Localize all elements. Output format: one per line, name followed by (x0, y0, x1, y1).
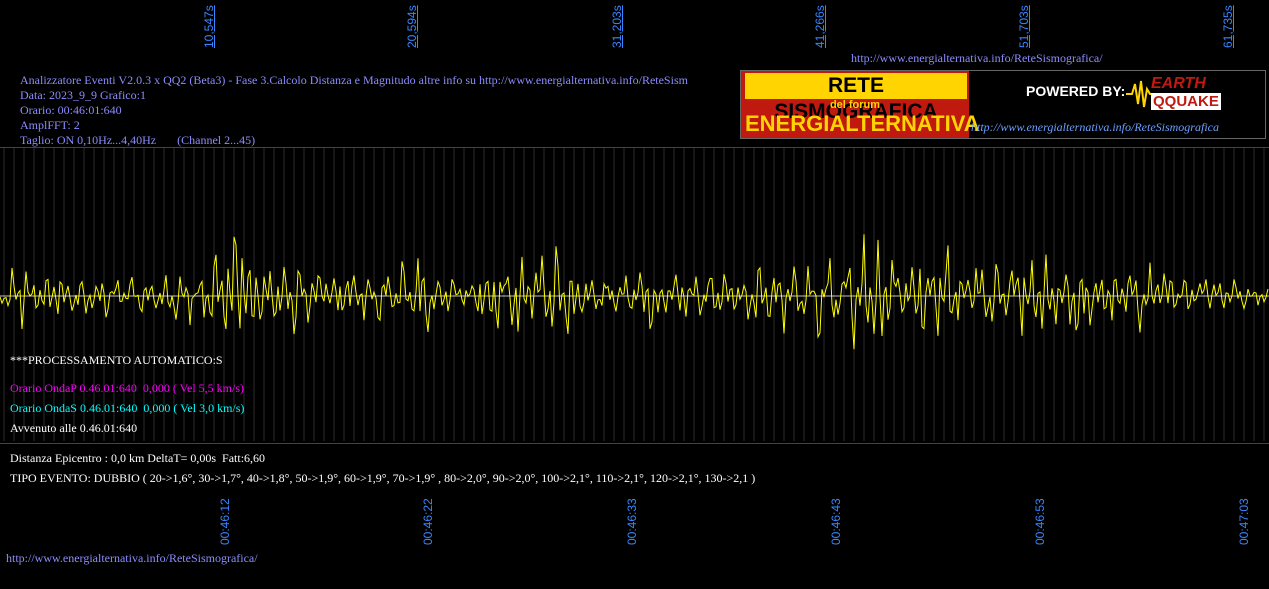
info-ampl-fft: AmplFFT: 2 (20, 118, 80, 132)
top-url[interactable]: http://www.energialternativa.info/ReteSi… (851, 51, 1103, 65)
plot-frame (0, 147, 1269, 444)
logo-powered-by: POWERED BY: (1026, 83, 1126, 99)
info-date: Data: 2023_9_9 Grafico:1 (20, 88, 146, 102)
info-block: Analizzatore Eventi V2.0.3 x QQ2 (Beta3)… (20, 73, 740, 148)
bottom-axis-tick: 00:46:43 (829, 498, 843, 545)
info-title: Analizzatore Eventi V2.0.3 x QQ2 (Beta3)… (20, 73, 688, 87)
event-time: Avvenuto alle 0.46.01:640 (10, 421, 138, 435)
processing-title: ***PROCESSAMENTO AUTOMATICO:S (10, 353, 223, 367)
logo-quake: QQUAKE (1151, 93, 1221, 110)
logo-red-panel: RETE SISMOGRAFICA del forum ENERGIALTERN… (741, 71, 980, 138)
onda-p-time: Orario OndaP 0.46.01:640 0,000 ( Vel 5,5… (10, 381, 244, 395)
bottom-axis-tick: 00:46:12 (218, 498, 232, 545)
logo-earth: EARTH (1151, 75, 1206, 92)
logo-brand: ENERGIALTERNATIVA (745, 111, 980, 136)
grid-lines (3, 148, 1265, 441)
rete-sismografica-logo: RETE SISMOGRAFICA del forum ENERGIALTERN… (740, 70, 1266, 139)
bottom-axis-tick: 00:46:53 (1033, 498, 1047, 545)
bottom-url[interactable]: http://www.energialternativa.info/ReteSi… (6, 551, 258, 565)
onda-s-time: Orario OndaS 0.46.01:640 0,000 ( Vel 3,0… (10, 401, 245, 415)
epicenter-distance: Distanza Epicentro : 0,0 km DeltaT= 0,00… (10, 451, 266, 465)
info-time: Orario: 00:46:01:640 (20, 103, 122, 117)
bottom-axis-tick: 00:46:33 (625, 498, 639, 545)
bottom-axis-tick: 00:47:03 (1237, 498, 1251, 545)
info-filter: Taglio: ON 0,10Hz...4,40Hz (Channel 2...… (20, 133, 256, 147)
logo-subtitle: del forum (829, 99, 881, 111)
seismograph-icon (1126, 80, 1156, 108)
event-type: TIPO EVENTO: DUBBIO ( 20->1,6°, 30->1,7°… (10, 471, 756, 485)
logo-url[interactable]: http://www.energialternativa.info/ReteSi… (971, 120, 1219, 134)
bottom-axis-tick: 00:46:22 (421, 498, 435, 545)
seismic-trace (0, 234, 1269, 350)
logo-title: RETE SISMOGRAFICA (745, 73, 967, 123)
